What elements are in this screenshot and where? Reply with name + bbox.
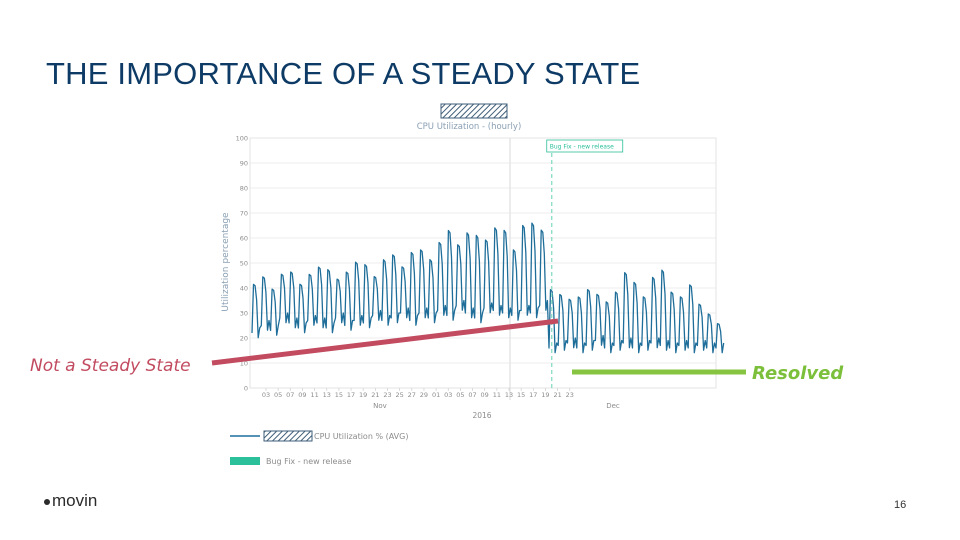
- logo-dot-icon: [44, 498, 50, 505]
- x-month-label-nov: Nov: [373, 402, 387, 410]
- y-tick-label: 30: [240, 310, 248, 318]
- x-tick-label: 15: [517, 391, 525, 399]
- x-tick-label: 19: [359, 391, 367, 399]
- x-tick-label: 05: [274, 391, 282, 399]
- x-tick-label: 23: [383, 391, 391, 399]
- bug-fix-marker-label: Bug Fix - new release: [550, 144, 614, 151]
- x-tick-label: 25: [396, 391, 404, 399]
- y-tick-label: 40: [240, 285, 248, 293]
- y-axis-label: Utilization percentage: [221, 212, 231, 312]
- x-tick-label: 07: [286, 391, 294, 399]
- x-tick-label: 03: [444, 391, 452, 399]
- x-tick-label: 05: [456, 391, 464, 399]
- legend-band-icon: [230, 457, 260, 465]
- x-tick-label: 21: [553, 391, 561, 399]
- x-tick-label: 17: [347, 391, 355, 399]
- legend-label-bugfix: Bug Fix - new release: [266, 457, 351, 466]
- x-tick-label: 29: [420, 391, 428, 399]
- y-tick-label: 0: [244, 385, 248, 393]
- x-tick-label: 11: [310, 391, 318, 399]
- x-tick-label: 15: [335, 391, 343, 399]
- legend-label-cpu: CPU Utilization % (AVG): [314, 432, 408, 441]
- page-number: 16: [894, 499, 907, 511]
- chart-title-swatch-icon: [440, 103, 508, 119]
- x-tick-label: 27: [408, 391, 416, 399]
- y-tick-label: 70: [240, 210, 248, 218]
- x-tick-label: 17: [529, 391, 537, 399]
- x-tick-label: 13: [505, 391, 513, 399]
- x-tick-label: 01: [432, 391, 440, 399]
- chart-title: CPU Utilization - (hourly): [417, 122, 522, 132]
- x-tick-label: 07: [468, 391, 476, 399]
- y-tick-label: 100: [236, 135, 248, 143]
- y-tick-label: 20: [240, 335, 248, 343]
- callout-not-steady: Not a Steady State: [30, 356, 191, 376]
- x-tick-label: 11: [493, 391, 501, 399]
- x-tick-label: 19: [541, 391, 549, 399]
- logo-text: movin: [52, 491, 98, 510]
- y-tick-label: 60: [240, 235, 248, 243]
- y-tick-label: 90: [240, 160, 248, 168]
- x-tick-label: 03: [262, 391, 270, 399]
- not-steady-trend-line: [211, 318, 559, 366]
- callout-resolved: Resolved: [752, 363, 844, 384]
- x-tick-label: 21: [371, 391, 379, 399]
- series-line-cpu-utilization: [251, 222, 725, 354]
- bug-fix-marker-label-box: [546, 139, 624, 153]
- x-axis-label: 2016: [472, 411, 491, 420]
- x-tick-label: 09: [481, 391, 489, 399]
- y-tick-label: 80: [240, 185, 248, 193]
- y-tick-label: 10: [240, 360, 248, 368]
- x-tick-label: 09: [298, 391, 306, 399]
- slide-title: THE IMPORTANCE OF A STEADY STATE: [46, 56, 641, 91]
- y-tick-label: 50: [240, 260, 248, 268]
- company-logo: movin: [44, 491, 97, 511]
- x-tick-label: 13: [323, 391, 331, 399]
- x-month-label-dec: Dec: [606, 402, 620, 410]
- legend-hatch-icon: [263, 430, 313, 442]
- x-tick-label: 23: [566, 391, 574, 399]
